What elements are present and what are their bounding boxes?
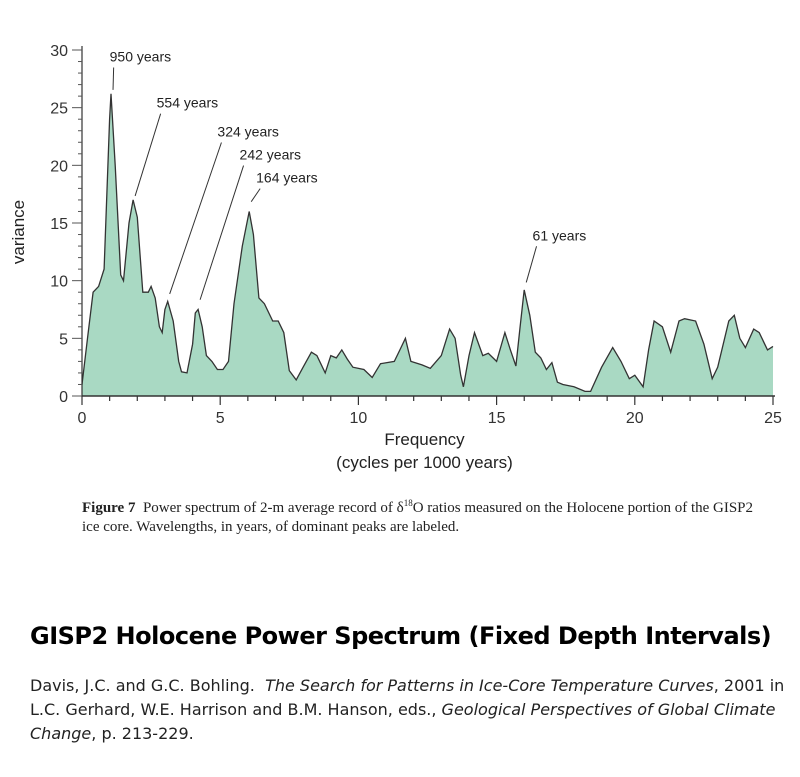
peak-label: 950 years (110, 49, 171, 65)
peak-leader-line (134, 113, 162, 197)
peak-leader-line (169, 142, 222, 295)
y-tick-label: 30 (50, 43, 68, 60)
figure-label: Figure 7 (82, 500, 136, 516)
peak-leader-line (199, 165, 245, 300)
y-tick-label: 10 (50, 274, 68, 291)
y-tick-label: 15 (50, 216, 68, 233)
x-tick-label: 15 (488, 410, 506, 427)
peak-label: 554 years (157, 95, 218, 111)
caption-superscript: 18 (403, 498, 413, 508)
power-spectrum-chart: 0 5 10 15 20 25 30 0 5 10 15 20 25 Frequency (cycles p… (9, 43, 782, 472)
peak-leader-line (525, 246, 538, 283)
x-tick-label: 5 (216, 410, 225, 427)
citation-book: Geological Perspectives of Global Climat… (30, 700, 776, 743)
x-axis-label: Frequency (384, 430, 465, 449)
spectrum-area (82, 93, 773, 397)
x-axis-sublabel: (cycles per 1000 years) (336, 453, 513, 472)
x-tick-label: 10 (350, 410, 368, 427)
y-tick-label: 5 (59, 331, 68, 348)
slide-title: GISP2 Holocene Power Spectrum (Fixed Dep… (30, 622, 772, 650)
x-tick-label: 0 (78, 410, 87, 427)
peak-leader-line (250, 188, 261, 202)
citation-pages: , p. 213-229. (91, 724, 194, 743)
citation: Davis, J.C. and G.C. Bohling. The Search… (30, 674, 790, 746)
caption-text-2: O ratios measured on the Holocene portio… (82, 500, 754, 535)
y-tick-label: 0 (59, 389, 68, 406)
y-axis-label: variance (9, 200, 28, 264)
peak-label: 242 years (240, 147, 301, 163)
y-tick-label: 20 (50, 158, 68, 175)
citation-editors: , 2001 in L.C. Gerhard, W.E. Harrison an… (30, 676, 785, 719)
citation-work: The Search for Patterns in Ice-Core Temp… (265, 676, 714, 695)
x-tick-label: 20 (626, 410, 644, 427)
x-tick-label: 25 (764, 410, 782, 427)
peak-label: 324 years (217, 124, 278, 140)
caption-text: Power spectrum of 2-m average record of … (142, 500, 404, 516)
peak-leader-line (112, 67, 115, 90)
y-tick-label: 25 (50, 101, 68, 118)
spectrum-line (81, 93, 774, 393)
peak-label: 61 years (533, 227, 587, 243)
peak-label: 164 years (256, 170, 317, 186)
figure-caption: Figure 7 Power spectrum of 2-m average r… (82, 494, 772, 537)
citation-authors: Davis, J.C. and G.C. Bohling. (30, 676, 255, 695)
